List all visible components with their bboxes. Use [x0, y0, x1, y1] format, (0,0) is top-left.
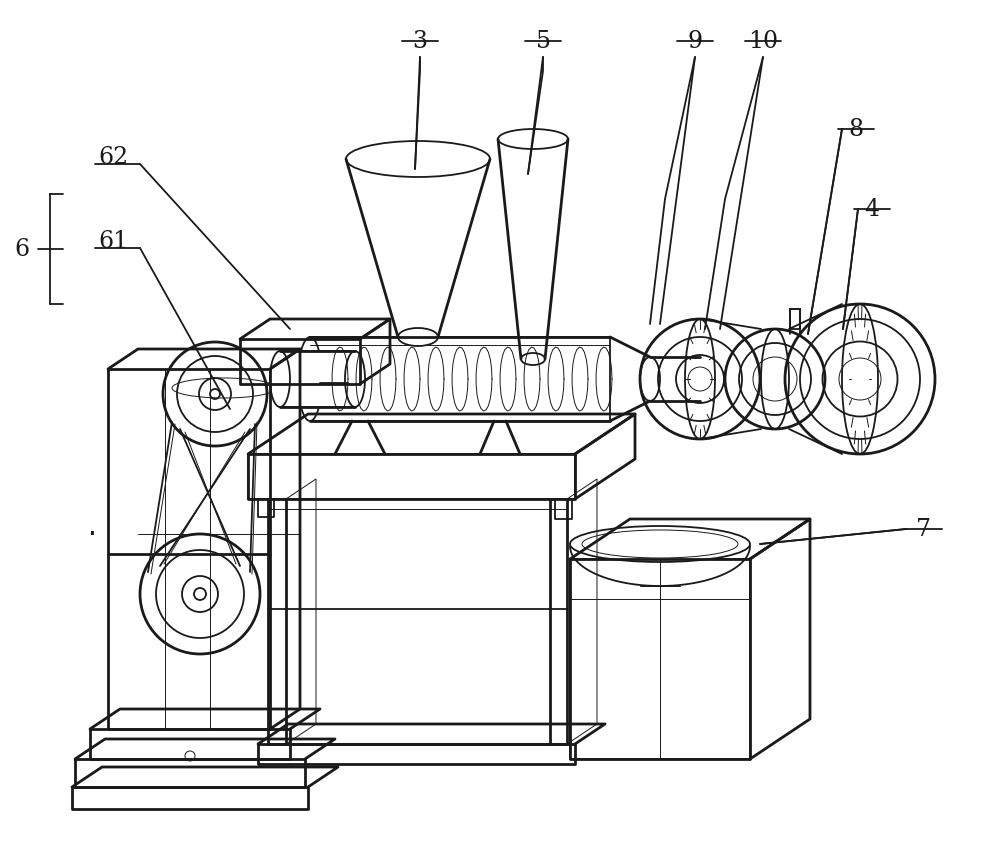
Text: 7: 7	[916, 518, 932, 541]
Ellipse shape	[345, 351, 365, 408]
Ellipse shape	[270, 351, 290, 408]
Ellipse shape	[521, 354, 545, 366]
Text: 10: 10	[748, 31, 778, 54]
Ellipse shape	[640, 357, 660, 402]
Ellipse shape	[842, 305, 878, 455]
Ellipse shape	[685, 320, 715, 439]
Text: 3: 3	[413, 31, 428, 54]
Ellipse shape	[346, 142, 490, 177]
Ellipse shape	[761, 329, 789, 430]
Text: 4: 4	[864, 198, 880, 221]
Polygon shape	[280, 351, 355, 408]
Text: 62: 62	[98, 147, 128, 169]
Ellipse shape	[312, 339, 328, 384]
Text: 61: 61	[98, 230, 128, 253]
Text: 8: 8	[848, 119, 864, 142]
Text: 6: 6	[14, 238, 30, 261]
Ellipse shape	[298, 338, 322, 421]
Ellipse shape	[398, 328, 438, 346]
Text: 9: 9	[687, 31, 703, 54]
Polygon shape	[310, 338, 610, 421]
Ellipse shape	[570, 526, 750, 562]
Ellipse shape	[498, 130, 568, 150]
Text: ·: ·	[88, 520, 96, 548]
Ellipse shape	[340, 339, 356, 384]
Polygon shape	[790, 310, 800, 329]
Polygon shape	[248, 455, 575, 499]
Text: 5: 5	[536, 31, 550, 54]
Polygon shape	[570, 560, 750, 759]
